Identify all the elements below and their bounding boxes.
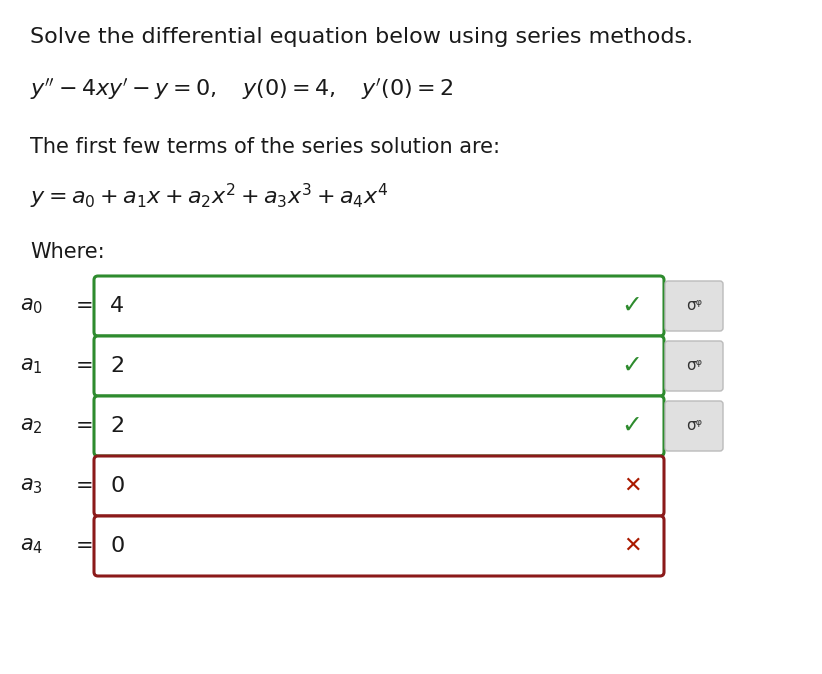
Text: The first few terms of the series solution are:: The first few terms of the series soluti…: [30, 137, 500, 157]
Text: =: =: [76, 536, 94, 556]
Text: ✓: ✓: [621, 354, 643, 378]
Text: 0: 0: [110, 476, 124, 496]
FancyBboxPatch shape: [94, 276, 664, 336]
Text: $a_4$: $a_4$: [20, 536, 44, 556]
Text: $y = a_0 + a_1 x + a_2 x^2 + a_3 x^3 + a_4 x^4$: $y = a_0 + a_1 x + a_2 x^2 + a_3 x^3 + a…: [30, 182, 389, 211]
Text: ✓: ✓: [621, 414, 643, 438]
Text: =: =: [76, 296, 94, 316]
Text: =: =: [76, 476, 94, 496]
Text: $a_0$: $a_0$: [20, 296, 44, 316]
Text: $a_1$: $a_1$: [20, 356, 43, 376]
FancyBboxPatch shape: [665, 281, 723, 331]
Text: 4: 4: [110, 296, 124, 316]
Text: $a_3$: $a_3$: [20, 476, 43, 496]
Text: σᵠ: σᵠ: [686, 359, 702, 373]
Text: σᵠ: σᵠ: [686, 299, 702, 313]
Text: σᵠ: σᵠ: [686, 419, 702, 433]
Text: =: =: [76, 356, 94, 376]
FancyBboxPatch shape: [94, 456, 664, 516]
Text: 2: 2: [110, 356, 124, 376]
FancyBboxPatch shape: [94, 336, 664, 396]
Text: =: =: [76, 416, 94, 436]
Text: 0: 0: [110, 536, 124, 556]
Text: Where:: Where:: [30, 242, 104, 262]
Text: Solve the differential equation below using series methods.: Solve the differential equation below us…: [30, 27, 693, 47]
Text: 2: 2: [110, 416, 124, 436]
FancyBboxPatch shape: [94, 516, 664, 576]
FancyBboxPatch shape: [665, 341, 723, 391]
Text: $y'' - 4xy' - y = 0, \quad y(0) = 4, \quad y'(0) = 2$: $y'' - 4xy' - y = 0, \quad y(0) = 4, \qu…: [30, 77, 454, 102]
Text: $a_2$: $a_2$: [20, 416, 43, 436]
Text: ✕: ✕: [623, 476, 641, 496]
FancyBboxPatch shape: [665, 401, 723, 451]
FancyBboxPatch shape: [94, 396, 664, 456]
Text: ✓: ✓: [621, 294, 643, 318]
Text: ✕: ✕: [623, 536, 641, 556]
